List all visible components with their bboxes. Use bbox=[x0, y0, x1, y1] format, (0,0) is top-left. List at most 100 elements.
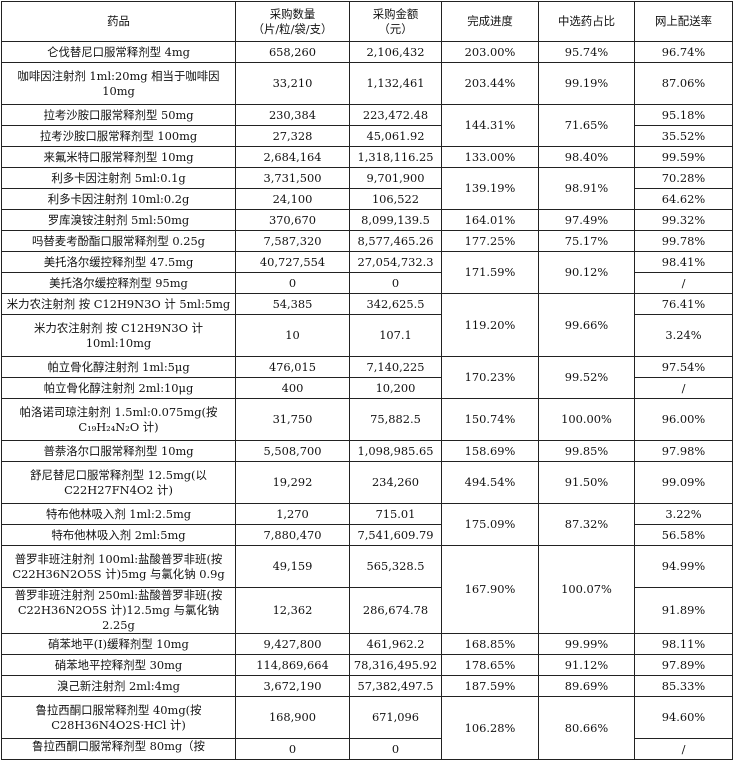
online-cell: 85.33% bbox=[634, 675, 733, 697]
qty-cell: 370,670 bbox=[235, 209, 350, 231]
share-cell: 98.40% bbox=[538, 146, 635, 168]
amount-cell: 1,318,116.25 bbox=[349, 146, 442, 168]
drug-name: 利多卡因注射剂 10ml:0.2g bbox=[1, 188, 236, 210]
share-cell: 99.99% bbox=[538, 633, 635, 655]
drug-name: 来氟米特口服常释剂型 10mg bbox=[1, 146, 236, 168]
table-row: 普罗非班注射剂 100ml:盐酸普罗非班(按 C22H36N2O5S 计)5mg… bbox=[1, 545, 733, 634]
table-row: 美托洛尔缓控释剂型 47.5mg 40,727,554 27,054,732.3… bbox=[1, 251, 733, 294]
drug-name: 美托洛尔缓控释剂型 95mg bbox=[1, 272, 236, 294]
table-row: 硝苯地平(I)缓释剂型 10mg 9,427,800 461,962.2 168… bbox=[1, 633, 733, 655]
qty-cell: 658,260 bbox=[235, 41, 350, 63]
online-cell: 99.09% bbox=[634, 461, 733, 504]
online-cell: 97.54% bbox=[634, 356, 733, 378]
amount-cell: 7,541,609.79 bbox=[349, 524, 442, 546]
online-cell: 87.06% bbox=[634, 62, 733, 105]
share-cell: 71.65% bbox=[538, 104, 635, 147]
online-cell: 35.52% bbox=[634, 125, 733, 147]
qty-cell: 24,100 bbox=[235, 188, 350, 210]
online-cell: 56.58% bbox=[634, 524, 733, 546]
drug-name: 硝苯地平控释剂型 30mg bbox=[1, 654, 236, 676]
share-cell: 98.91% bbox=[538, 167, 635, 210]
online-cell: 95.18% bbox=[634, 104, 733, 126]
progress-cell: 167.90% bbox=[441, 545, 539, 634]
amount-cell: 0 bbox=[349, 738, 442, 760]
progress-cell: 158.69% bbox=[441, 440, 539, 462]
drug-name: 普萘洛尔口服常释剂型 10mg bbox=[1, 440, 236, 462]
drug-name: 普罗非班注射剂 250ml:盐酸普罗非班(按 C22H36N2O5S 计)12.… bbox=[1, 587, 236, 634]
share-cell: 90.12% bbox=[538, 251, 635, 294]
online-cell: 97.89% bbox=[634, 654, 733, 676]
drug-name: 罗库溴铵注射剂 5ml:50mg bbox=[1, 209, 236, 231]
online-cell: 70.28% bbox=[634, 167, 733, 189]
qty-cell: 7,880,470 bbox=[235, 524, 350, 546]
progress-cell: 177.25% bbox=[441, 230, 539, 252]
amount-cell: 342,625.5 bbox=[349, 293, 442, 315]
qty-cell: 10 bbox=[235, 314, 350, 357]
share-cell: 100.07% bbox=[538, 545, 635, 634]
drug-name: 硝苯地平(I)缓释剂型 10mg bbox=[1, 633, 236, 655]
amount-cell: 1,132,461 bbox=[349, 62, 442, 105]
online-cell: 96.74% bbox=[634, 41, 733, 63]
table-row: 舒尼替尼口服常释剂型 12.5mg(以 C22H27FN4O2 计) 19,29… bbox=[1, 461, 733, 504]
qty-cell: 168,900 bbox=[235, 696, 350, 739]
table-row: 利多卡因注射剂 10ml:0.2g 24,100 106,522 64.62% bbox=[1, 188, 733, 210]
progress-cell: 168.85% bbox=[441, 633, 539, 655]
progress-cell: 187.59% bbox=[441, 675, 539, 697]
qty-cell: 3,731,500 bbox=[235, 167, 350, 189]
share-cell: 89.69% bbox=[538, 675, 635, 697]
table-row: 拉考沙胺口服常释剂型 50mg 230,384 223,472.48 144.3… bbox=[1, 104, 733, 147]
progress-cell: 175.09% bbox=[441, 503, 539, 546]
amount-cell: 9,701,900 bbox=[349, 167, 442, 189]
amount-cell: 10,200 bbox=[349, 377, 442, 399]
progress-cell: 171.59% bbox=[441, 251, 539, 294]
amount-cell: 107.1 bbox=[349, 314, 442, 357]
header-progress: 完成进度 bbox=[441, 1, 539, 42]
table-row: 米力农注射剂 按 C12H9N3O 计 10ml:10mg 10 107.1 3… bbox=[1, 314, 733, 357]
amount-cell: 7,140,225 bbox=[349, 356, 442, 378]
online-cell: 99.59% bbox=[634, 146, 733, 168]
online-cell: 99.32% bbox=[634, 209, 733, 231]
online-cell: 94.60% bbox=[634, 696, 733, 739]
qty-cell: 0 bbox=[235, 738, 350, 760]
drug-name: 舒尼替尼口服常释剂型 12.5mg(以 C22H27FN4O2 计) bbox=[1, 461, 236, 504]
table-row: 帕立骨化醇注射剂 2ml:10μg 400 10,200 / bbox=[1, 377, 733, 399]
table-row: 美托洛尔缓控释剂型 95mg 0 0 / bbox=[1, 272, 733, 294]
drug-name: 米力农注射剂 按 C12H9N3O 计 5ml:5mg bbox=[1, 293, 236, 315]
progress-cell: 164.01% bbox=[441, 209, 539, 231]
header-qty: 采购数量 （片/粒/袋/支） bbox=[235, 1, 350, 42]
qty-cell: 31,750 bbox=[235, 398, 350, 441]
share-cell: 99.19% bbox=[538, 62, 635, 105]
online-cell: 76.41% bbox=[634, 293, 733, 315]
progress-cell: 178.65% bbox=[441, 654, 539, 676]
progress-cell: 203.44% bbox=[441, 62, 539, 105]
qty-cell: 114,869,664 bbox=[235, 654, 350, 676]
amount-cell: 57,382,497.5 bbox=[349, 675, 442, 697]
amount-cell: 671,096 bbox=[349, 696, 442, 739]
qty-cell: 3,672,190 bbox=[235, 675, 350, 697]
amount-cell: 106,522 bbox=[349, 188, 442, 210]
table-row: 利多卡因注射剂 5ml:0.1g 3,731,500 9,701,900 139… bbox=[1, 167, 733, 210]
drug-name: 普罗非班注射剂 100ml:盐酸普罗非班(按 C22H36N2O5S 计)5mg… bbox=[1, 545, 236, 588]
drug-name: 吗替麦考酚酯口服常释剂型 0.25g bbox=[1, 230, 236, 252]
table-row: 咖啡因注射剂 1ml:20mg 相当于咖啡因 10mg 33,210 1,132… bbox=[1, 62, 733, 105]
drug-name: 美托洛尔缓控释剂型 47.5mg bbox=[1, 251, 236, 273]
qty-cell: 400 bbox=[235, 377, 350, 399]
drug-name: 仑伐替尼口服常释剂型 4mg bbox=[1, 41, 236, 63]
progress-cell: 144.31% bbox=[441, 104, 539, 147]
online-cell: 97.98% bbox=[634, 440, 733, 462]
share-cell: 91.12% bbox=[538, 654, 635, 676]
drug-name: 拉考沙胺口服常释剂型 100mg bbox=[1, 125, 236, 147]
amount-cell: 565,328.5 bbox=[349, 545, 442, 588]
drug-name: 鲁拉西酮口服常释剂型 40mg(按 C28H36N4O2S·HCl 计) bbox=[1, 696, 236, 739]
qty-cell: 9,427,800 bbox=[235, 633, 350, 655]
amount-cell: 27,054,732.3 bbox=[349, 251, 442, 273]
table-row: 仑伐替尼口服常释剂型 4mg 658,260 2,106,432 203.00%… bbox=[1, 41, 733, 63]
header-amount-unit: （元） bbox=[378, 21, 413, 36]
header-amount: 采购金额 （元） bbox=[349, 1, 442, 42]
qty-cell: 0 bbox=[235, 272, 350, 294]
table-row: 米力农注射剂 按 C12H9N3O 计 5ml:5mg 54,385 342,6… bbox=[1, 293, 733, 357]
qty-cell: 5,508,700 bbox=[235, 440, 350, 462]
drug-name: 米力农注射剂 按 C12H9N3O 计 10ml:10mg bbox=[1, 314, 236, 357]
amount-cell: 8,577,465.26 bbox=[349, 230, 442, 252]
amount-cell: 2,106,432 bbox=[349, 41, 442, 63]
